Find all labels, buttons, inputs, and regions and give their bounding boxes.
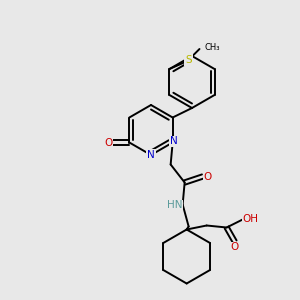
Text: OH: OH [243,214,259,224]
Text: O: O [230,242,239,253]
Text: N: N [170,136,178,146]
Text: O: O [104,137,112,148]
Text: N: N [147,150,155,160]
Text: CH₃: CH₃ [205,44,220,52]
Text: S: S [185,55,192,65]
Text: O: O [203,172,212,182]
Text: HN: HN [167,200,182,211]
